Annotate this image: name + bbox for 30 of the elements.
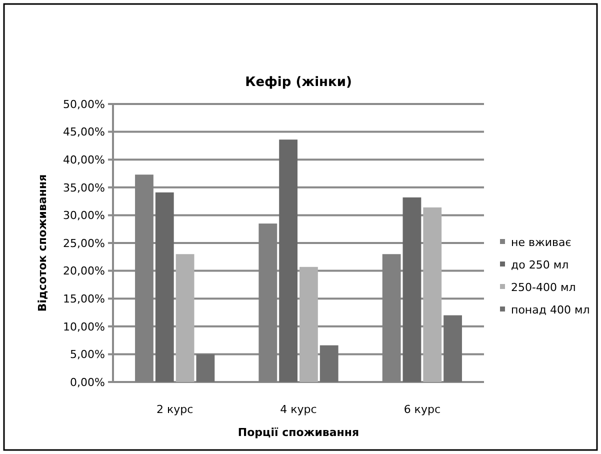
y-tick-label: 40,00%: [63, 153, 105, 166]
bar: [196, 354, 215, 382]
legend-label: понад 400 мл: [511, 303, 590, 316]
bar: [279, 140, 298, 382]
bar: [423, 207, 442, 382]
y-tick-label: 0,00%: [70, 376, 105, 389]
legend-label: не вживає: [511, 236, 572, 249]
y-tick-label: 25,00%: [63, 236, 105, 250]
chart-title: Кефір (жінки): [245, 75, 352, 90]
bar: [320, 345, 338, 382]
x-tick-label: 2 курс: [156, 403, 194, 416]
y-tick-label: 45,00%: [63, 126, 105, 139]
legend-label: до 250 мл: [511, 258, 569, 272]
x-tick-label: 6 курс: [404, 403, 441, 416]
y-tick-label: 10,00%: [63, 320, 105, 334]
bar: [444, 315, 462, 382]
y-tick-label: 5,00%: [70, 348, 105, 362]
bar: [300, 266, 318, 382]
bar: [402, 197, 422, 382]
y-axis-title: Відсоток споживання: [36, 174, 49, 312]
y-tick-label: 15,00%: [63, 292, 105, 306]
y-tick-label: 50,00%: [63, 98, 105, 111]
bar: [176, 254, 194, 382]
bar: [155, 192, 174, 382]
legend-label: 250-400 мл: [511, 280, 576, 294]
y-tick-label: 20,00%: [63, 264, 105, 278]
x-tick-label: 4 курс: [280, 403, 317, 416]
y-tick-label: 35,00%: [63, 181, 105, 194]
y-tick-label: 30,00%: [63, 209, 105, 222]
x-axis-title: Порції споживання: [238, 426, 360, 439]
